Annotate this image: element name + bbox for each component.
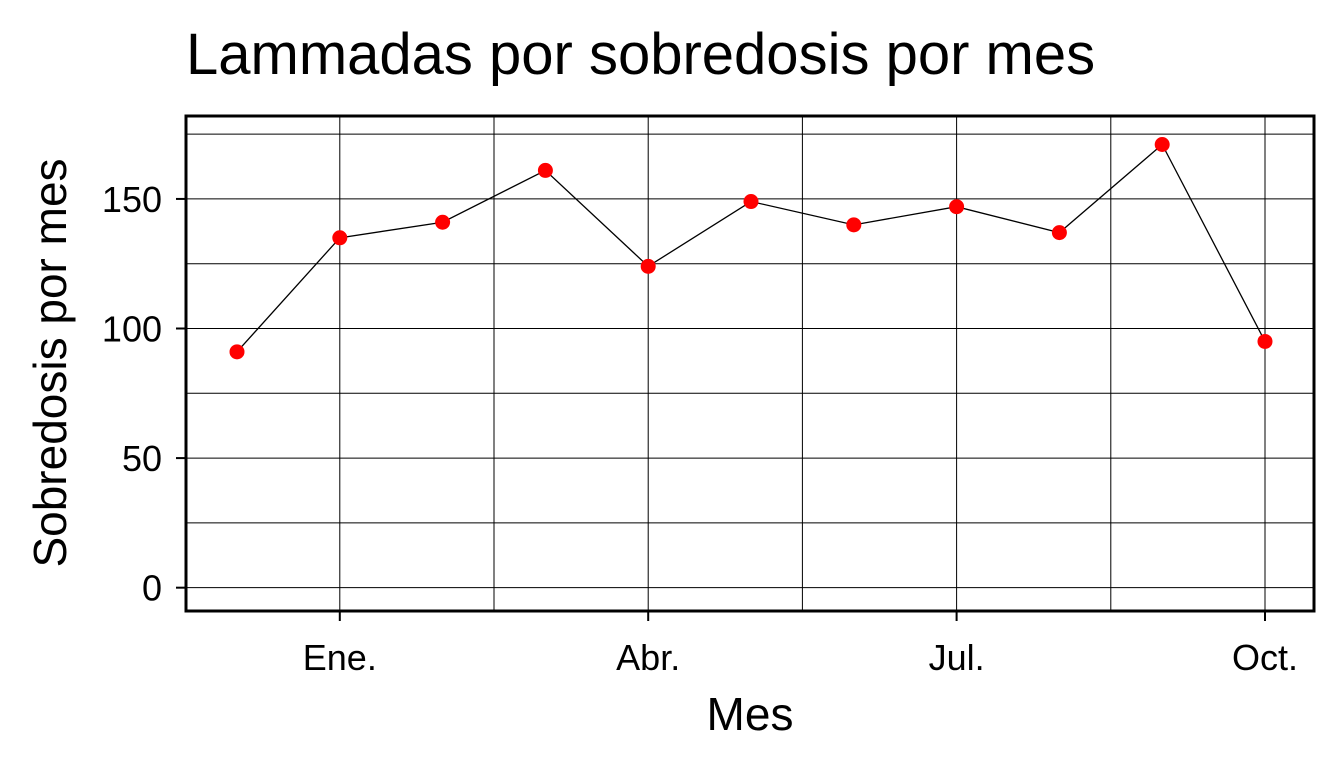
data-point	[537, 162, 553, 178]
plot-frame	[184, 114, 1316, 613]
data-point	[1257, 333, 1273, 349]
data-point	[949, 199, 965, 215]
data-point	[1051, 225, 1067, 241]
data-point	[640, 258, 656, 274]
chart-title: Lammadas por sobredosis por mes	[186, 22, 1095, 87]
x-tick-label: Ene.	[303, 637, 377, 678]
y-tick-label: 150	[102, 179, 162, 220]
data-point	[435, 214, 451, 230]
data-point	[229, 344, 245, 360]
y-axis: 0 50 100 150	[102, 179, 186, 609]
x-axis-label: Mes	[707, 688, 794, 740]
x-tick-label: Oct.	[1232, 637, 1298, 678]
x-axis: Ene. Abr. Jul. Oct.	[303, 611, 1298, 678]
data-points	[229, 137, 1273, 360]
y-tick-label: 0	[142, 568, 162, 609]
data-point	[1154, 137, 1170, 153]
x-tick-label: Abr.	[616, 637, 680, 678]
data-point	[743, 194, 759, 210]
grid	[186, 116, 1314, 611]
y-tick-label: 50	[122, 438, 162, 479]
x-tick-label: Jul.	[929, 637, 985, 678]
y-tick-label: 100	[102, 309, 162, 350]
data-point	[846, 217, 862, 233]
data-point	[332, 230, 348, 246]
y-axis-label: Sobredosis por mes	[24, 158, 76, 567]
